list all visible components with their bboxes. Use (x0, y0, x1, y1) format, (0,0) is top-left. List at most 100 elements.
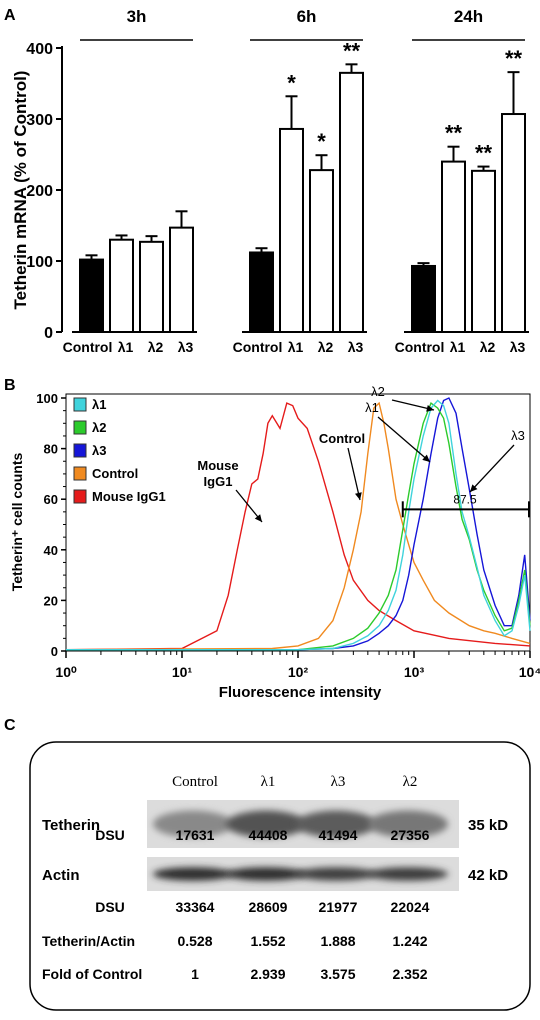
panel-c-row-label: DSU (95, 899, 125, 915)
panel-b-series-line-2 (66, 397, 531, 651)
panel-c-blot-name: Actin (42, 867, 80, 884)
panel-b-annotation: λ1 (365, 400, 379, 415)
panel-b-histogram: Tetherin⁺ cell counts Fluorescence inten… (9, 384, 540, 701)
panel-b-ytick-label: 80 (44, 442, 58, 457)
panel-b-annotation: IgG1 (204, 474, 233, 489)
panel-a-bar (339, 71, 364, 333)
panel-b-legend-label: λ3 (92, 443, 106, 458)
panel-a-significance: ** (343, 38, 361, 63)
panel-b-ylabel: Tetherin⁺ cell counts (9, 452, 25, 591)
panel-b-legend-swatch (73, 420, 87, 435)
panel-c-cell-value: 2.939 (250, 966, 285, 982)
panel-a-ytick-label: 200 (26, 183, 53, 200)
panel-c-column-header: Control (172, 774, 218, 790)
panel-a-significance: * (317, 129, 326, 154)
panel-b-series-line-3 (65, 401, 531, 651)
panel-c-cell-value: 27356 (391, 827, 430, 843)
panel-c-cell-value: 1.242 (392, 933, 427, 949)
panel-c-western-blot: Control λ1 λ3 λ2 Tetherin 35 kD Actin 42 kD DSU 1… (29, 741, 531, 1011)
panel-c-cell-value: 3.575 (320, 966, 355, 982)
panel-b-annotation-arrow (469, 444, 515, 493)
panel-a-category-label: λ3 (178, 339, 194, 355)
panel-a-bar (309, 169, 334, 333)
panel-c-letter: C (4, 717, 16, 734)
panel-a-bar-chart: Tetherin mRNA (% of Control) 0 100 200 300 4… (11, 7, 529, 355)
panel-b-legend-swatch (73, 397, 87, 412)
panel-a-bar (501, 113, 526, 333)
panel-b-xtick-label: 10⁴ (519, 664, 540, 680)
panel-c-column-header: λ3 (331, 774, 346, 790)
panel-b-annotation-arrow (377, 416, 431, 463)
panel-b-ytick-label: 40 (44, 543, 58, 558)
panel-b-legend-swatch (73, 489, 87, 504)
panel-a-category-label: λ2 (480, 339, 496, 355)
panel-b-xtick-label: 10⁰ (55, 664, 77, 680)
panel-b-ytick-label: 100 (36, 391, 58, 406)
panel-a-ytick-label: 0 (44, 325, 53, 342)
panel-a-significance: * (287, 70, 296, 95)
panel-b-plot-frame (65, 393, 531, 652)
panel-b-arrowhead (426, 404, 434, 412)
panel-b-legend-label: Mouse IgG1 (92, 489, 166, 504)
panel-c-cell-value: 21977 (319, 899, 358, 915)
panel-c-band (296, 810, 376, 838)
panel-c-cell-value: 0.528 (177, 933, 212, 949)
panel-a-bar (79, 258, 104, 333)
panel-c-band (226, 867, 306, 881)
panel-a-timepoint-label: 6h (297, 7, 317, 26)
panel-c-band (296, 867, 376, 881)
panel-b-ytick-label: 60 (44, 492, 58, 507)
panel-a-bar (139, 240, 164, 333)
panel-b-arrowhead (354, 492, 362, 500)
panel-a-bar (471, 169, 496, 333)
panel-c-cell-value: 17631 (176, 827, 215, 843)
panel-a-bar (411, 264, 436, 333)
panel-b-legend-label: Control (92, 466, 138, 481)
panel-c-cell-value: 22024 (391, 899, 430, 915)
panel-c-column-header: λ1 (261, 774, 276, 790)
panel-c-column-header: λ2 (403, 774, 418, 790)
panel-b-arrowhead (254, 514, 262, 522)
panel-a-bar (249, 251, 274, 333)
panel-c-band (368, 810, 448, 838)
panel-a-timepoint-label: 3h (127, 7, 147, 26)
panel-c-blot-size: 35 kD (468, 817, 508, 834)
panel-a-ytick-label: 400 (26, 41, 53, 58)
panel-c-row-label: Fold of Control (42, 966, 142, 982)
panel-a-category-label: λ1 (288, 339, 304, 355)
panel-a-category-label: Control (233, 339, 283, 355)
panel-a-category-label: λ2 (318, 339, 334, 355)
panel-a-bar (279, 127, 304, 333)
panel-b-legend-label: λ2 (92, 420, 106, 435)
panel-c-row-label: DSU (95, 827, 125, 843)
panel-c-band (153, 810, 233, 838)
panel-a-significance: ** (505, 46, 523, 71)
panel-a-category-label: λ3 (348, 339, 364, 355)
panel-b-series-line-4 (65, 402, 531, 651)
panel-a-bar (441, 160, 466, 333)
panel-c-cell-value: 1.888 (320, 933, 355, 949)
panel-a-category-label: λ1 (450, 339, 466, 355)
panel-b-legend-swatch (73, 443, 87, 458)
panel-b-series-line-1 (66, 401, 531, 651)
panel-b-annotation: λ3 (511, 428, 525, 443)
panel-c-band (226, 810, 306, 838)
panel-c-band (368, 867, 448, 881)
panel-b-xtick-label: 10² (288, 664, 309, 680)
panel-a-ytick-label: 100 (26, 254, 53, 271)
panel-a-bar (169, 226, 194, 334)
panel-b-legend-swatch (73, 466, 87, 481)
panel-c-cell-value: 44408 (249, 827, 288, 843)
panel-a-category-label: Control (63, 339, 113, 355)
panel-b-annotation: Mouse (197, 458, 238, 473)
panel-b-series-line-0 (66, 399, 531, 651)
panel-a-bar (109, 238, 134, 333)
panel-b-xtick-label: 10³ (404, 664, 425, 680)
panel-b-xtick-label: 10¹ (172, 664, 193, 680)
panel-c-blot-name: Tetherin (42, 817, 100, 834)
panel-c-band (153, 867, 233, 881)
panel-c-cell-value: 1 (191, 966, 199, 982)
panel-b-xlabel: Fluorescence intensity (219, 684, 382, 701)
panel-a-timepoint-label: 24h (454, 7, 483, 26)
